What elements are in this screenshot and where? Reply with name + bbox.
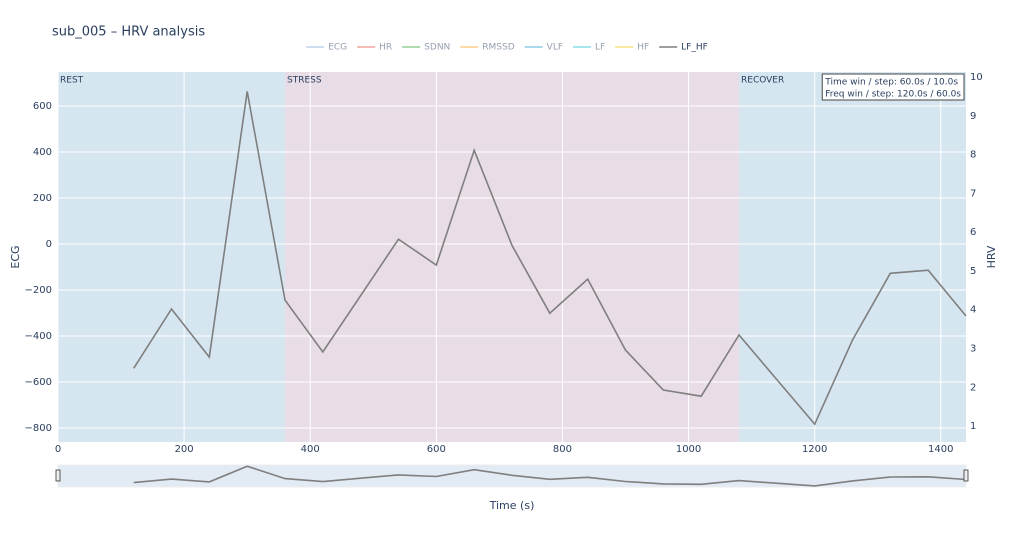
y2-axis-title: HRV — [985, 245, 998, 268]
legend: ECG HR SDNN RMSSD VLF LF HF LF_HF — [306, 43, 708, 53]
legend-label: LF — [595, 43, 605, 53]
y-axis-title: ECG — [9, 245, 22, 268]
legend-label: RMSSD — [482, 43, 514, 53]
slider-handle — [55, 469, 61, 482]
series-line — [133, 91, 967, 426]
legend-label: HR — [379, 43, 392, 53]
legend-item: HF — [615, 43, 649, 53]
x-tick-label: 1000 — [676, 444, 701, 455]
legend-item: SDNN — [402, 43, 450, 53]
region-label: REST — [60, 76, 84, 86]
x-tick-label: 800 — [553, 444, 572, 455]
y2-tick-label: 4 — [970, 305, 976, 316]
legend-item: HR — [357, 43, 392, 53]
legend-label: LF_HF — [681, 43, 708, 53]
legend-label: HF — [637, 43, 649, 53]
legend-item: LF_HF — [659, 43, 708, 53]
legend-item: VLF — [524, 43, 563, 53]
y-tick-label: −200 — [25, 285, 52, 296]
y-tick-label: 200 — [33, 193, 52, 204]
y2-tick-label: 7 — [970, 188, 976, 199]
slider-handle — [963, 469, 969, 482]
y2-tick-label: 1 — [970, 421, 976, 432]
chart-title: sub_005 – HRV analysis — [52, 25, 205, 40]
series-line — [133, 465, 967, 487]
annotation-text: Freq win / step: 120.0s / 60.0s — [825, 90, 961, 100]
x-tick-label: 1400 — [928, 444, 953, 455]
y2-tick-label: 10 — [970, 72, 983, 83]
y2-tick-label: 6 — [970, 227, 976, 238]
legend-label: VLF — [547, 43, 563, 53]
y-tick-label: 400 — [33, 147, 52, 158]
legend-label: SDNN — [424, 43, 450, 53]
y2-tick-label: 5 — [970, 266, 976, 277]
y2-tick-label: 3 — [970, 344, 976, 355]
annotation: Time win / step: 60.0s / 10.0s Freq win /… — [821, 73, 965, 101]
region-label: RECOVER — [741, 76, 784, 86]
legend-item: LF — [573, 43, 605, 53]
y-tick-label: −800 — [25, 423, 52, 434]
x-tick-label: 200 — [175, 444, 194, 455]
legend-item: ECG — [306, 43, 347, 53]
region — [58, 72, 285, 442]
y2-tick-label: 2 — [970, 382, 976, 393]
legend-label: ECG — [328, 43, 347, 53]
annotation-box — [821, 73, 965, 101]
y-tick-label: −400 — [25, 331, 52, 342]
x-tick-label: 1200 — [802, 444, 827, 455]
y2-tick-label: 8 — [970, 150, 976, 161]
annotation-text: Time win / step: 60.0s / 10.0s — [824, 78, 958, 88]
region-label: STRESS — [287, 76, 322, 86]
x-tick-label: 400 — [301, 444, 320, 455]
y2-tick-label: 9 — [970, 111, 976, 122]
y-tick-label: 0 — [46, 239, 52, 250]
x-tick-label: 0 — [55, 444, 61, 455]
x-axis-title: Time (s) — [489, 499, 535, 512]
region — [285, 72, 739, 442]
region — [739, 72, 966, 442]
y-tick-label: −600 — [25, 377, 52, 388]
legend-item: RMSSD — [460, 43, 515, 53]
y-tick-label: 600 — [33, 101, 52, 112]
x-tick-label: 600 — [427, 444, 446, 455]
